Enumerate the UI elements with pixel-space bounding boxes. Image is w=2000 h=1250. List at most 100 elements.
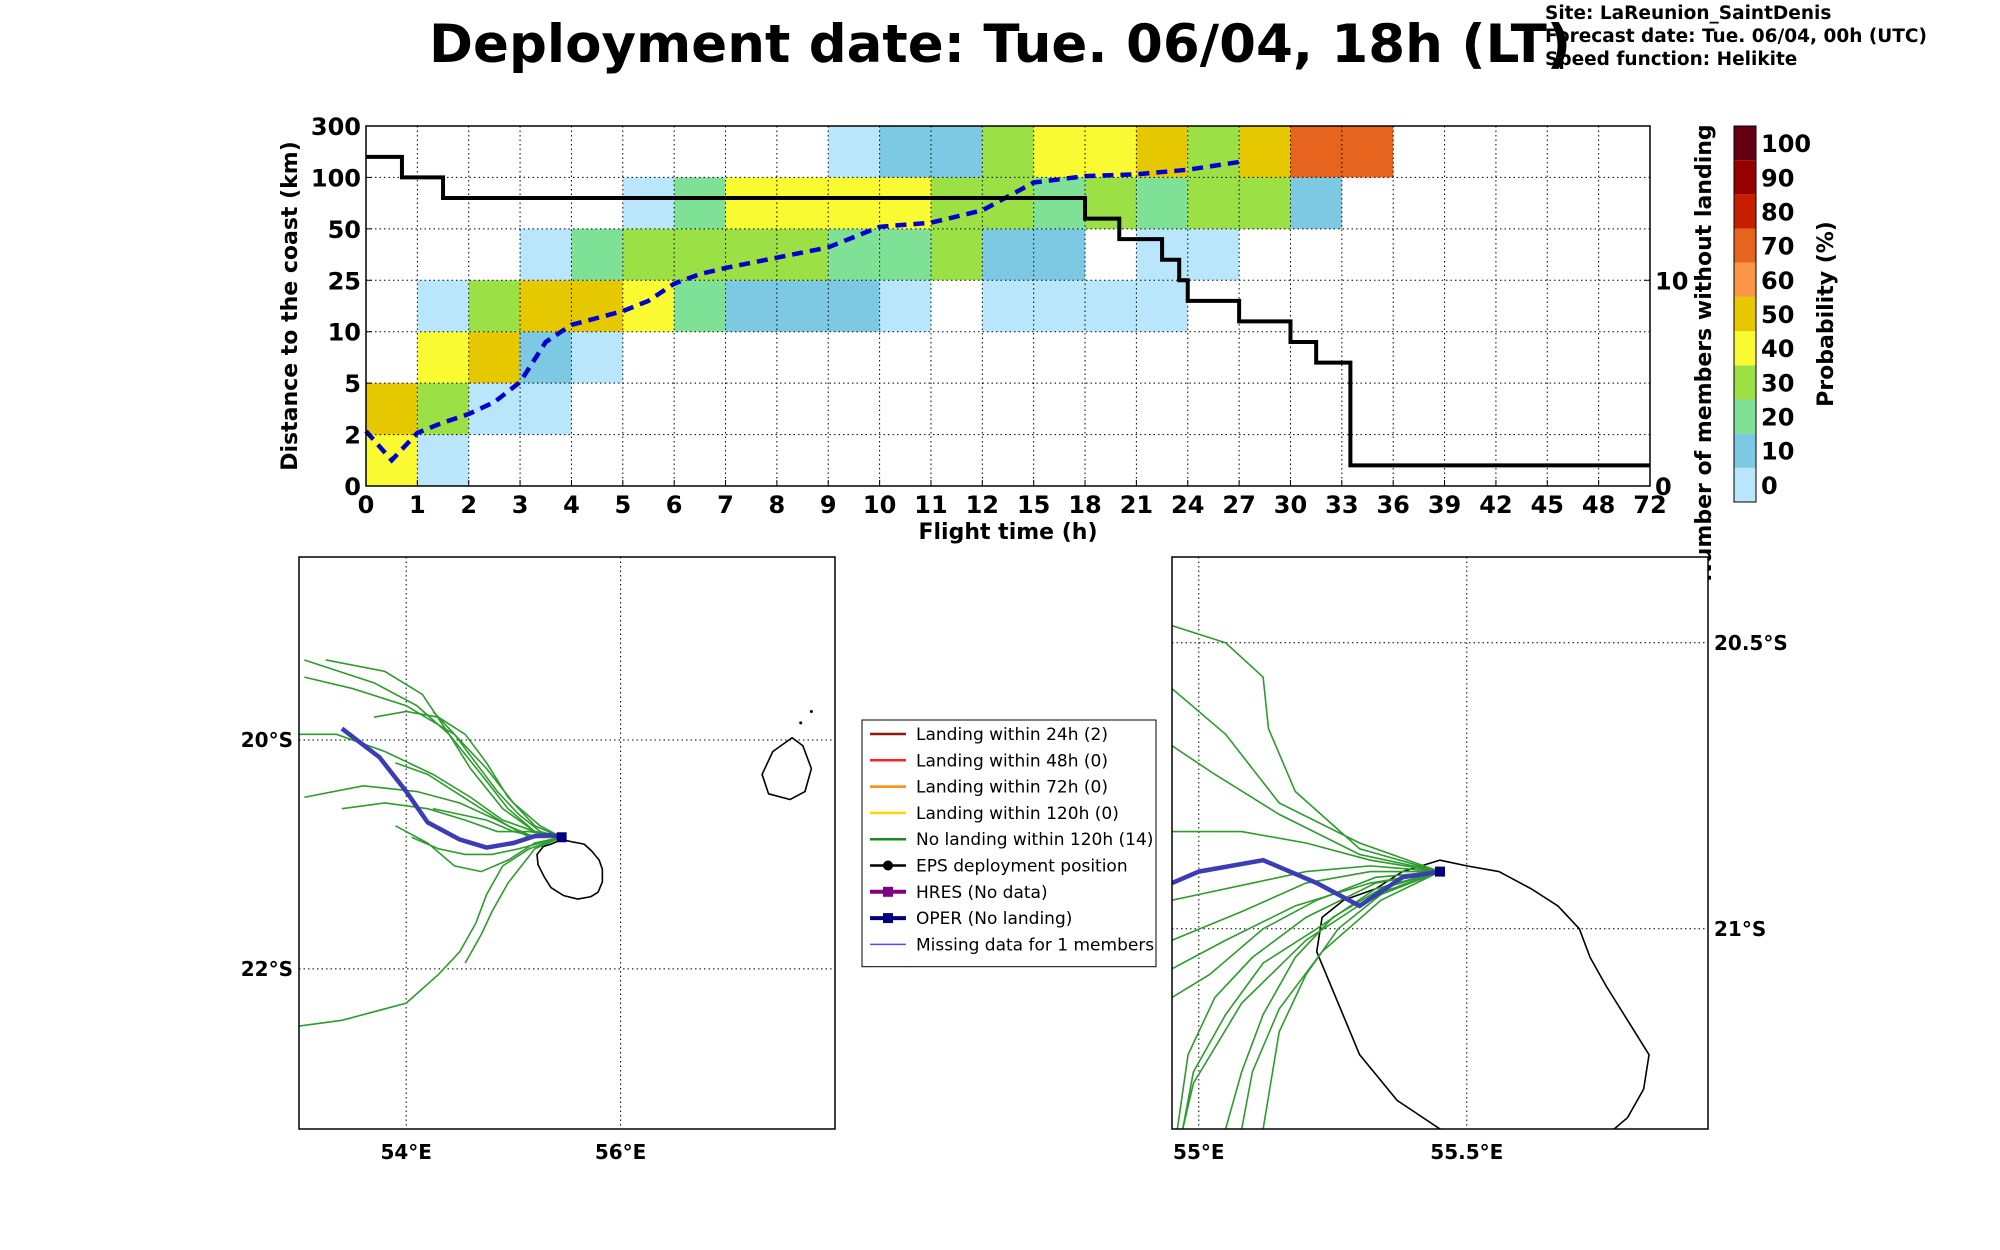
colorbar-tick-label: 0 — [1761, 472, 1778, 500]
x-tick-label: 6 — [666, 491, 683, 519]
colorbar-segment — [1734, 194, 1756, 229]
heatmap-cell — [571, 331, 623, 384]
x-tick-label: 36 — [1376, 491, 1409, 519]
heatmap-cell — [674, 177, 726, 229]
heatmap-cell — [1290, 177, 1342, 229]
heatmap-cell — [1085, 177, 1137, 229]
colorbar-tick-label: 30 — [1761, 369, 1794, 397]
forecast-text: Forecast date: Tue. 06/04, 00h (UTC) — [1545, 26, 1927, 47]
member-track — [1172, 745, 1441, 873]
y-tick-label: 100 — [311, 164, 361, 192]
colorbar-tick-label: 10 — [1761, 438, 1794, 466]
x-tick-label: 24 — [1171, 491, 1204, 519]
legend-label: Landing within 48h (0) — [916, 751, 1108, 771]
legend-marker — [883, 913, 893, 924]
map-left-panel: 54°E 56°E 20°S 22°S — [241, 556, 836, 1164]
colorbar-segment — [1734, 365, 1756, 400]
x-tick-label: 11 — [914, 491, 947, 519]
x-tick-label: 9 — [820, 491, 837, 519]
y-tick-label: 2 — [344, 422, 361, 450]
colorbar-segment — [1734, 331, 1756, 366]
map-right-panel: 55°E 55.5°E 20.5°S 21°S — [1171, 556, 1788, 1164]
member-track — [341, 802, 562, 839]
heatmap-cell — [879, 280, 931, 332]
member-track — [464, 836, 562, 964]
lat-label: 22°S — [241, 957, 293, 981]
lon-label: 54°E — [380, 1140, 432, 1164]
islet-mark — [809, 709, 813, 713]
colorbar-tick-label: 50 — [1761, 301, 1794, 329]
legend-label: Landing within 120h (0) — [916, 804, 1119, 824]
members-without-landing-line — [366, 154, 1650, 468]
deployment-marker — [1435, 866, 1445, 877]
member-track — [1172, 870, 1441, 999]
colorbar-segment — [1734, 160, 1756, 195]
colorbar-segment — [1734, 228, 1756, 263]
colorbar-tick-label: 90 — [1761, 164, 1794, 192]
y2-tick-label: 10 — [1655, 267, 1688, 295]
info-block: Site: LaReunion_SaintDenis Forecast date… — [1545, 2, 1927, 71]
heatmap-cell — [520, 383, 572, 435]
member-track — [395, 825, 562, 873]
map-background — [299, 557, 835, 1129]
member-track — [1172, 624, 1441, 873]
colorbar: 0 10 20 30 40 50 60 70 80 90 100 Probability (%) — [1733, 125, 1839, 503]
heatmap-cell — [468, 331, 521, 384]
median-distance-line — [364, 159, 1240, 464]
heatmap-cell — [879, 126, 983, 178]
legend-label: HRES (No data) — [916, 883, 1048, 903]
heatmap-cell — [828, 126, 880, 178]
site-text: Site: LaReunion_SaintDenis — [1545, 3, 1832, 24]
colorbar-tick-label: 80 — [1761, 198, 1794, 226]
colorbar-segment — [1734, 296, 1756, 332]
member-track — [1240, 870, 1441, 1129]
colorbar-tick-label: 60 — [1761, 267, 1794, 295]
heatmap-cell — [417, 280, 469, 332]
colorbar-tick-label: 40 — [1761, 335, 1794, 363]
member-track — [1172, 865, 1441, 901]
heatmap-cell — [571, 228, 623, 281]
heatmap-cell — [1033, 177, 1086, 229]
member-track — [432, 710, 562, 839]
lat-label: 20°S — [241, 728, 293, 752]
colorbar-tick-label: 100 — [1761, 130, 1811, 158]
colorbar-tick-label: 70 — [1761, 233, 1794, 261]
y-tick-label: 25 — [328, 267, 361, 295]
member-track — [1181, 870, 1441, 1129]
heatmap-cell — [366, 383, 418, 435]
heatmap-cell — [725, 280, 880, 332]
x-tick-label: 1 — [409, 491, 426, 519]
legend-label: Landing within 72h (0) — [916, 778, 1108, 798]
member-track — [1176, 870, 1441, 1129]
reunion-coastline — [1315, 859, 1650, 1129]
heatmap-cell — [674, 280, 726, 332]
heatmap-cell — [1033, 126, 1137, 178]
colorbar-segment — [1734, 467, 1756, 502]
heatmap-cell — [417, 383, 469, 435]
x-tick-label: 3 — [512, 491, 529, 519]
heatmap-cell — [520, 228, 572, 281]
x-tick-label: 15 — [1017, 491, 1050, 519]
member-track — [411, 836, 562, 856]
heatmap-panel: 0 1 2 3 4 5 6 7 8 9 10 11 12 15 18 21 24 27 30 33 36 39 42 45 48… — [278, 113, 1717, 582]
heatmap-cell — [1290, 126, 1394, 178]
heatmap-cell — [520, 280, 572, 332]
x-tick-label: 7 — [717, 491, 734, 519]
member-track — [1172, 870, 1441, 970]
legend-label: EPS deployment position — [916, 857, 1128, 877]
legend-label: No landing within 120h (14) — [916, 830, 1153, 850]
figure-title: Deployment date: Tue. 06/04, 18h (LT) — [429, 14, 1571, 75]
colorbar-label: Probability (%) — [1814, 221, 1839, 407]
x-tick-label: 18 — [1068, 491, 1101, 519]
heatmap-cell — [982, 126, 1034, 178]
heatmap-cell — [417, 331, 469, 384]
oper-track — [1172, 857, 1441, 909]
legend-frame — [861, 719, 1157, 968]
y-tick-label: 10 — [328, 319, 361, 347]
y-tick-label: 300 — [311, 113, 361, 141]
member-track — [304, 676, 563, 838]
y-tick-label: 0 — [344, 473, 361, 501]
legend-marker — [883, 886, 893, 897]
x-tick-label: 0 — [358, 491, 375, 519]
